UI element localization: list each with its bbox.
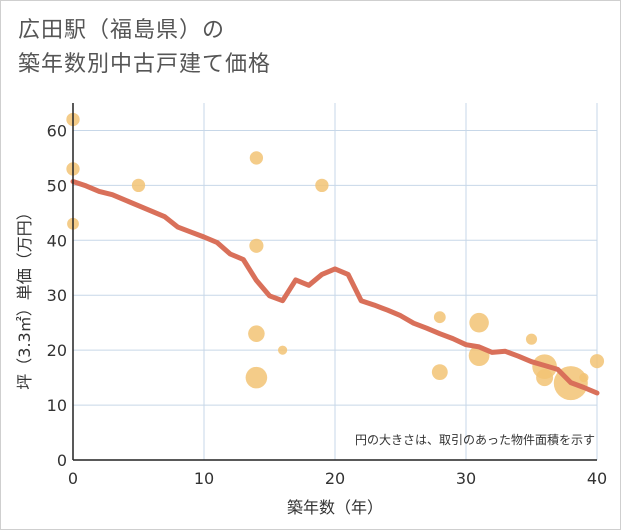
y-tick-0: 0 <box>57 451 67 470</box>
chart-title-line2: 築年数別中古戸建て価格 <box>18 52 272 77</box>
bubble-10 <box>433 311 446 324</box>
x-tick-20: 20 <box>325 469 345 488</box>
bubble-series <box>66 112 605 401</box>
bubble-8 <box>278 345 288 355</box>
bubble-12 <box>469 312 489 333</box>
bubble-9 <box>315 178 329 193</box>
bubble-4 <box>249 151 264 165</box>
trend-line <box>70 179 600 396</box>
bubble-16 <box>536 369 554 387</box>
size-note: 円の大きさは、取引のあった物件面積を示す <box>355 432 595 447</box>
bubble-14 <box>525 333 538 345</box>
bubble-6 <box>248 325 265 342</box>
y-tick-30: 30 <box>47 286 67 305</box>
bubble-5 <box>249 238 264 253</box>
y-tick-labels: 0 10 20 30 40 50 60 <box>47 121 67 470</box>
x-tick-30: 30 <box>456 469 476 488</box>
x-tick-10: 10 <box>194 469 214 488</box>
y-tick-40: 40 <box>47 231 67 250</box>
x-tick-40: 40 <box>587 469 607 488</box>
y-axis-label: 坪（3.3㎡）単価（万円） <box>15 204 34 389</box>
bubble-3 <box>131 178 146 193</box>
x-axis-label: 築年数（年） <box>287 498 383 517</box>
y-tick-20: 20 <box>47 341 67 360</box>
x-tick-0: 0 <box>68 469 78 488</box>
grid-lines <box>73 103 598 460</box>
x-tick-labels: 0 10 20 30 40 <box>68 469 607 488</box>
y-tick-50: 50 <box>47 176 67 195</box>
chart-title: 広田駅（福島県）の 築年数別中古戸建て価格 <box>18 14 271 82</box>
bubble-7 <box>245 366 268 389</box>
y-tick-10: 10 <box>47 396 67 415</box>
bubble-18 <box>579 373 589 383</box>
bubble-11 <box>431 364 448 381</box>
bubble-19 <box>589 354 605 369</box>
axes <box>72 103 597 461</box>
chart-title-line1: 広田駅（福島県）の <box>18 18 226 43</box>
y-tick-60: 60 <box>47 121 67 140</box>
